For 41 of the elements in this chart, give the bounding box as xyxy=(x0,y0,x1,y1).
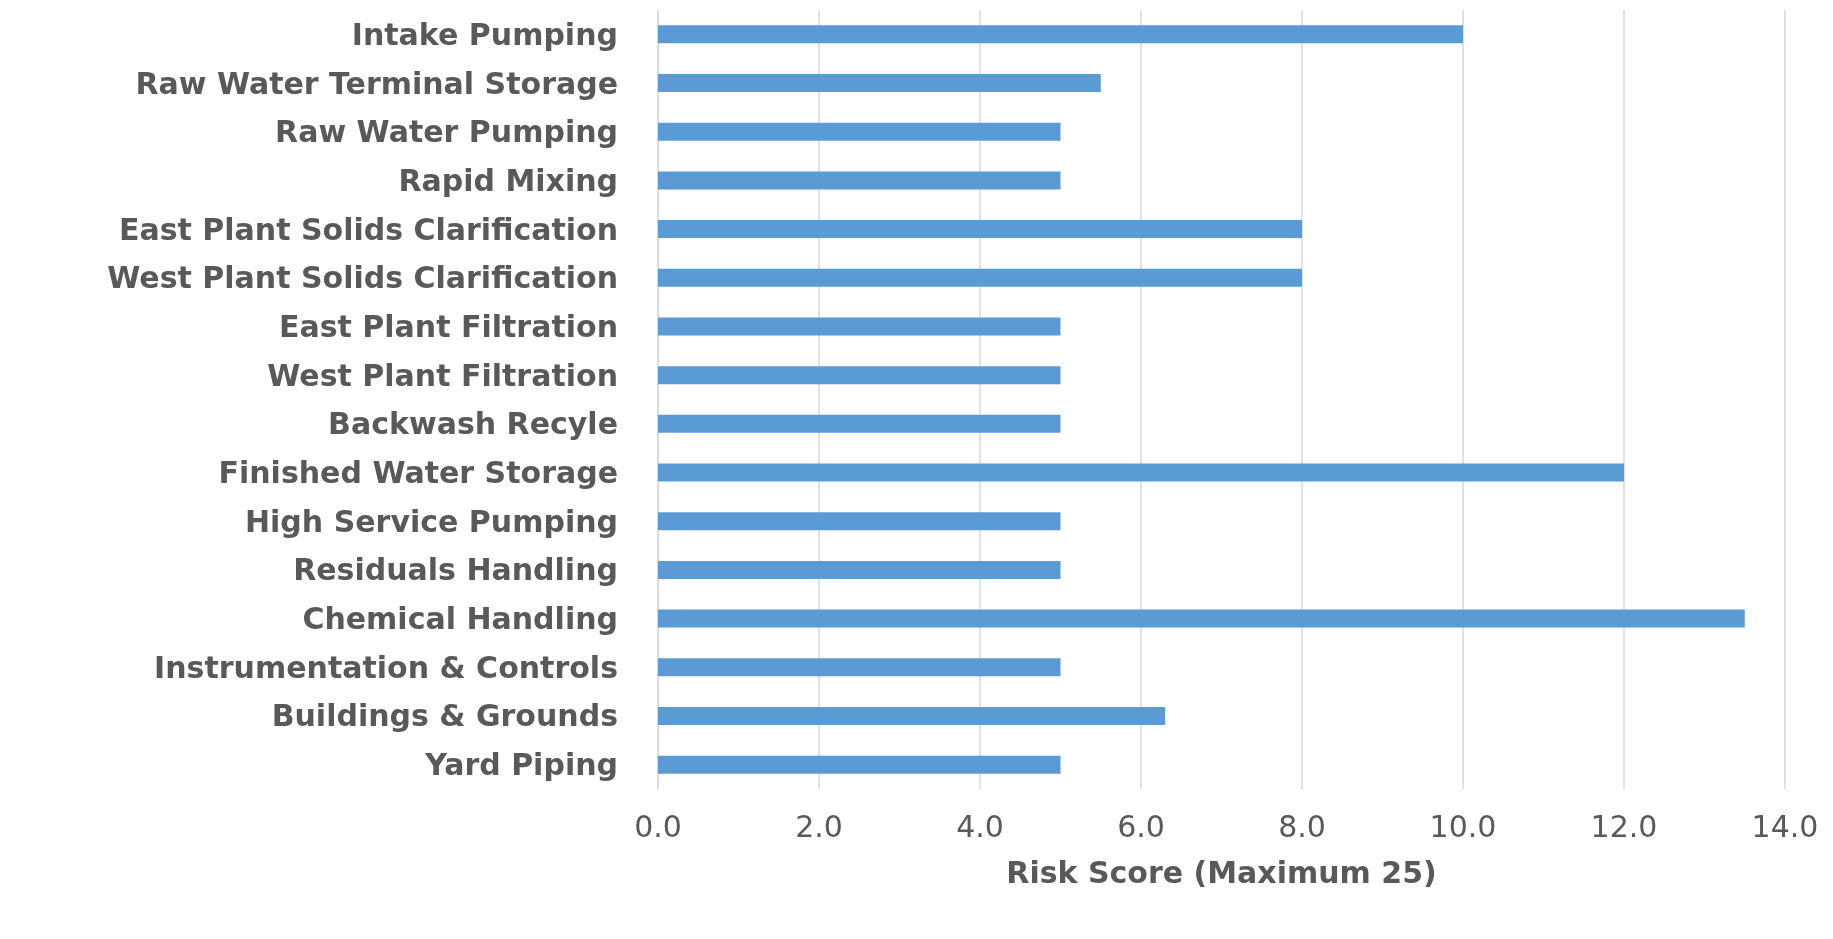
bar xyxy=(658,220,1302,239)
y-tick-label: Instrumentation & Controls xyxy=(154,649,618,685)
y-tick-label: Finished Water Storage xyxy=(218,455,618,491)
y-tick-label: Raw Water Pumping xyxy=(275,114,618,150)
bar xyxy=(658,609,1745,628)
bar xyxy=(658,414,1061,433)
x-tick-label: 8.0 xyxy=(1278,808,1326,844)
bar xyxy=(658,74,1101,93)
y-tick-label: East Plant Filtration xyxy=(278,308,618,344)
x-tick-label: 10.0 xyxy=(1429,808,1497,844)
bar xyxy=(658,463,1624,482)
y-tick-label: West Plant Filtration xyxy=(267,357,618,393)
y-tick-label: West Plant Solids Clarification xyxy=(107,260,618,296)
x-axis-title: Risk Score (Maximum 25) xyxy=(1006,854,1437,890)
y-tick-label: Backwash Recyle xyxy=(328,406,618,442)
y-tick-label: Rapid Mixing xyxy=(398,162,618,198)
y-tick-label: Intake Pumping xyxy=(351,16,618,52)
bar xyxy=(658,366,1061,385)
x-tick-label: 2.0 xyxy=(795,808,843,844)
bar xyxy=(658,171,1061,190)
x-tick-label: 6.0 xyxy=(1117,808,1165,844)
y-tick-label: Residuals Handling xyxy=(293,552,618,588)
y-tick-label: East Plant Solids Clarification xyxy=(118,211,618,247)
x-tick-label: 12.0 xyxy=(1590,808,1658,844)
bar xyxy=(658,317,1061,336)
x-tick-label: 4.0 xyxy=(956,808,1004,844)
y-tick-label: High Service Pumping xyxy=(244,503,618,539)
x-tick-label: 14.0 xyxy=(1751,808,1819,844)
bar xyxy=(658,512,1061,531)
y-tick-label: Chemical Handling xyxy=(302,601,618,637)
bar xyxy=(658,560,1061,579)
y-tick-label: Buildings & Grounds xyxy=(271,698,618,734)
y-tick-label: Raw Water Terminal Storage xyxy=(135,65,618,101)
bar xyxy=(658,658,1061,677)
x-tick-label: 0.0 xyxy=(634,808,682,844)
bar xyxy=(658,268,1302,287)
bar xyxy=(658,122,1061,141)
bar xyxy=(658,706,1166,725)
y-tick-label: Yard Piping xyxy=(424,747,618,783)
bar xyxy=(658,25,1463,44)
bar xyxy=(658,755,1061,774)
